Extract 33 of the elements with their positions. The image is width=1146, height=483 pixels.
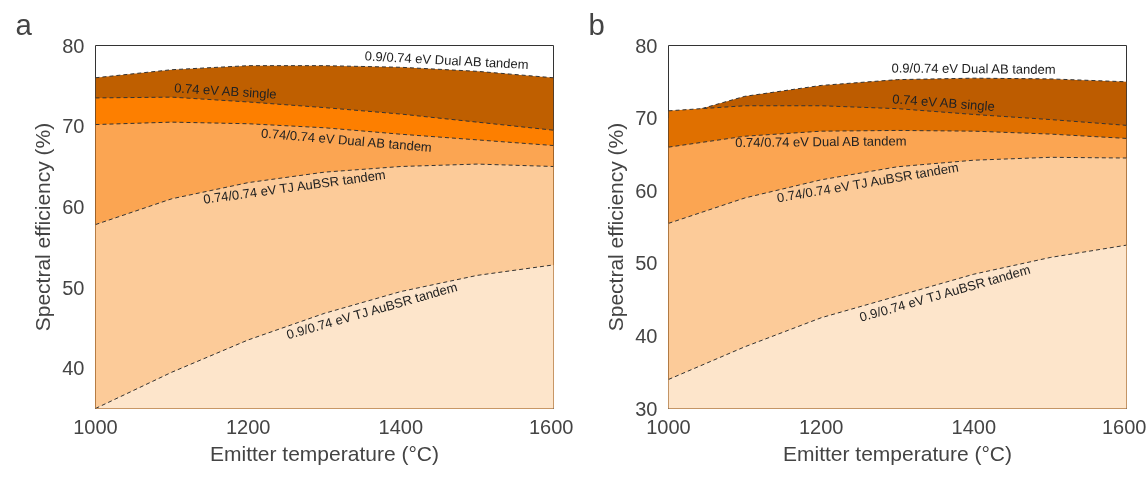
series-label: 0.74/0.74 eV TJ AuBSR tandem — [775, 159, 960, 206]
y-tick-label: 40 — [62, 357, 85, 380]
x-tick-label: 1200 — [798, 415, 844, 438]
x-tick-label: 1600 — [1102, 415, 1146, 438]
x-axis-title: Emitter temperature (°C) — [210, 441, 439, 465]
series-label: 0.9/0.74 eV TJ AuBSR tandem — [857, 261, 1032, 325]
x-tick-label: 1200 — [225, 415, 271, 438]
y-tick-label: 50 — [635, 252, 658, 275]
series-label: 0.9/0.74 eV TJ AuBSR tandem — [284, 279, 459, 343]
y-axis-title: Spectral efficiency (%) — [604, 122, 628, 332]
series-label: 0.9/0.74 eV Dual AB tandem — [891, 60, 1056, 77]
y-tick-label: 60 — [62, 195, 85, 218]
x-axis-title: Emitter temperature (°C) — [783, 441, 1012, 465]
y-tick-label: 50 — [62, 276, 85, 299]
y-tick-label: 80 — [635, 34, 658, 57]
series-label: 0.74 eV AB single — [173, 80, 278, 102]
y-tick-label: 80 — [62, 34, 85, 57]
y-axis-title: Spectral efficiency (%) — [31, 122, 55, 332]
x-tick-label: 1400 — [951, 415, 997, 438]
series-label: 0.9/0.74 eV Dual AB tandem — [364, 48, 529, 73]
x-tick-label: 1000 — [73, 415, 118, 438]
y-tick-label: 60 — [635, 179, 658, 202]
chart-title: a — [15, 7, 33, 41]
series-label: 0.74/0.74 eV Dual AB tandem — [735, 133, 907, 150]
y-tick-label: 40 — [635, 324, 658, 347]
x-tick-label: 1400 — [378, 415, 424, 438]
chart-title: b — [588, 7, 605, 41]
series-label: 0.74 eV AB single — [891, 91, 996, 115]
y-tick-label: 70 — [635, 107, 658, 130]
series-label: 0.74/0.74 eV Dual AB tandem — [260, 125, 433, 155]
series-label: 0.74/0.74 eV TJ AuBSR tandem — [202, 166, 387, 207]
x-tick-label: 1600 — [529, 415, 574, 438]
y-tick-label: 70 — [62, 115, 85, 138]
